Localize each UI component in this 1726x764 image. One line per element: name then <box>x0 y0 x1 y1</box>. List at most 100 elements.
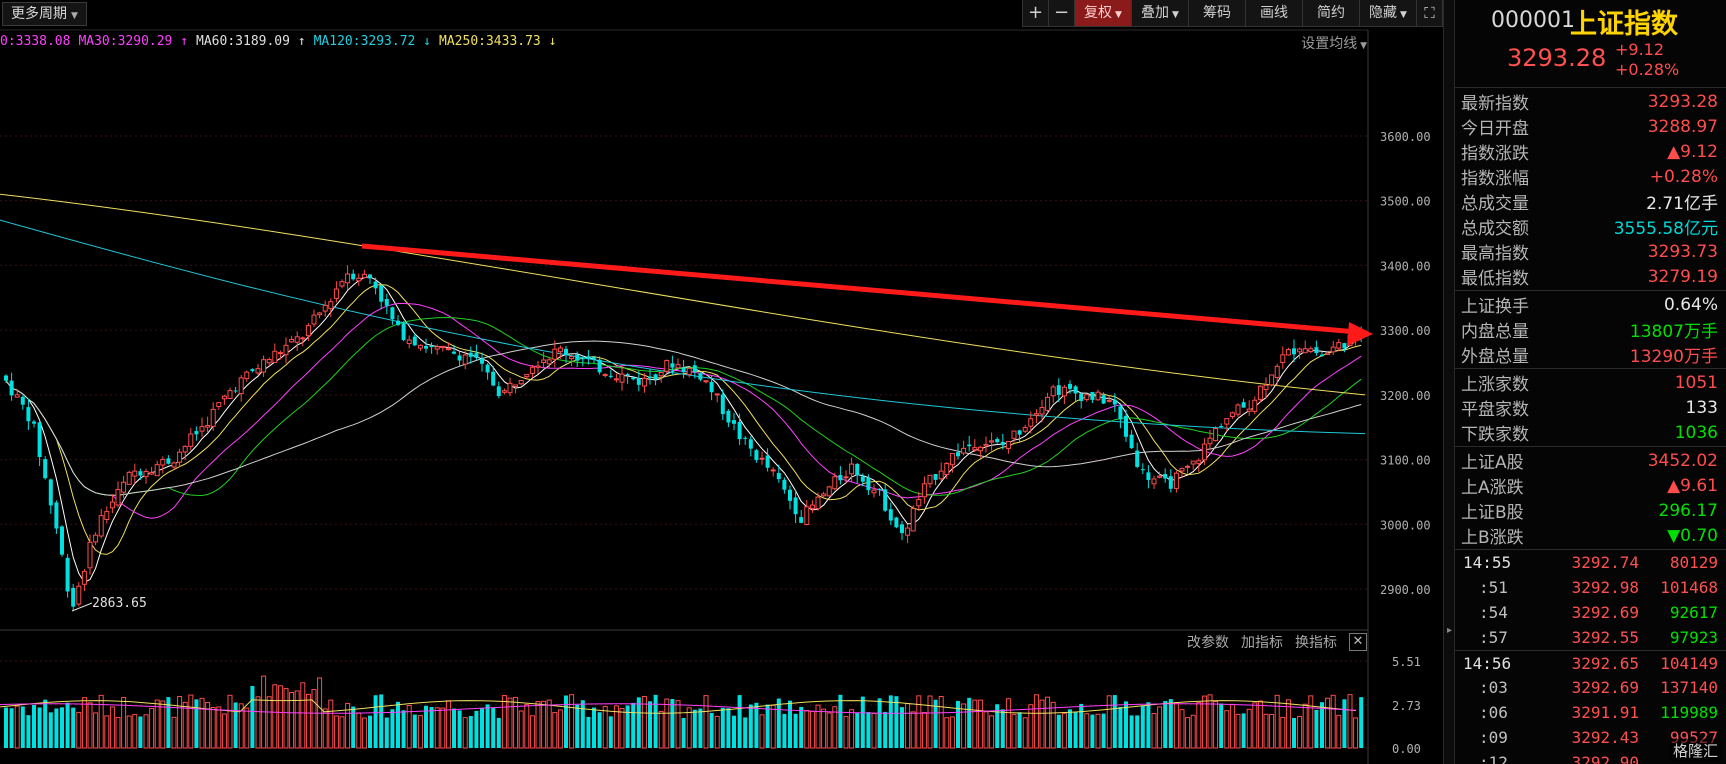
volume-bar <box>1173 702 1179 749</box>
candle-body <box>658 372 664 377</box>
volume-bar <box>552 712 558 749</box>
candle-body <box>60 526 64 555</box>
volume-bar <box>675 700 681 749</box>
ma-legend-item: 0:3338.08 <box>0 34 71 49</box>
volume-bar <box>81 697 87 749</box>
volume-bars[interactable] <box>4 675 1364 749</box>
volume-bar <box>452 708 456 748</box>
more-period-dropdown[interactable]: 更多周期 ▼ <box>2 2 87 26</box>
quote-stats-ab-shares: 上证A股 3452.02 上A涨跌 ▲9.61 上证B股 296.17 上B涨跌 ▼0.70 <box>1455 447 1726 550</box>
tick-price: 3292.65 <box>1571 653 1639 673</box>
quote-stat-label: 上证A股 <box>1461 453 1524 473</box>
restore-rights-dropdown[interactable]: 复权 ▼ <box>1074 0 1132 27</box>
candle-body <box>871 489 877 494</box>
volume-bar <box>703 695 709 749</box>
volume-bar <box>759 714 765 749</box>
tick-row[interactable]: 14:55 3292.74 80129 <box>1455 550 1726 575</box>
quote-stat-value: ▲9.61 <box>1667 475 1718 496</box>
volume-bar <box>765 704 770 748</box>
volume-bar <box>244 707 250 749</box>
chart-toolbar: 更多周期 ▼ + − 复权 ▼ 叠加 ▼ 筹码 画线 简约 隐藏 ▼ ⛶ <box>0 0 1443 28</box>
candle-body <box>518 380 524 385</box>
collapse-handle-icon[interactable]: ▸ <box>1446 625 1453 636</box>
candle-body <box>440 346 446 349</box>
draw-line-button[interactable]: 画线 <box>1245 0 1303 27</box>
volume-bar <box>277 685 283 749</box>
change-params-button[interactable]: 改参数 <box>1187 635 1229 651</box>
fullscreen-icon[interactable]: ⛶ <box>1416 0 1443 27</box>
volume-bar <box>71 707 76 748</box>
volume-bar <box>406 704 412 749</box>
candle-body <box>311 314 317 325</box>
volume-ma-line <box>0 703 1357 714</box>
candle-body <box>905 527 911 536</box>
candle-body <box>501 390 507 393</box>
candle-body <box>1314 347 1319 354</box>
volume-bar <box>1353 717 1359 749</box>
quote-stat-row: 上A涨跌 ▲9.61 <box>1455 473 1726 499</box>
candle-body <box>788 489 792 501</box>
volume-bar <box>513 696 519 749</box>
volume-bar <box>821 708 827 749</box>
overlay-dropdown[interactable]: 叠加 ▼ <box>1131 0 1189 27</box>
price-axis-label: 3600.00 <box>1380 130 1431 144</box>
candle-body <box>641 377 647 387</box>
add-indicator-button[interactable]: 加指标 <box>1241 635 1283 651</box>
tick-row[interactable]: :03 3292.69 137140 <box>1455 675 1726 700</box>
simple-button[interactable]: 简约 <box>1302 0 1360 27</box>
volume-bar <box>1163 700 1168 748</box>
switch-indicator-button[interactable]: 换指标 <box>1295 635 1337 651</box>
candle-body <box>452 351 456 354</box>
zoom-in-button[interactable]: + <box>1022 0 1049 27</box>
zoom-out-button[interactable]: − <box>1048 0 1075 27</box>
tick-price: 3291.91 <box>1571 703 1639 722</box>
close-icon[interactable]: ✕ <box>1349 633 1367 651</box>
hide-dropdown[interactable]: 隐藏 ▼ <box>1359 0 1417 27</box>
volume-bar <box>401 710 406 748</box>
ma-settings-dropdown[interactable]: 设置均线 ▼ <box>1301 33 1367 53</box>
tick-row[interactable]: :06 3291.91 119989 <box>1455 700 1726 725</box>
candle-body <box>866 478 871 491</box>
candle-body <box>1190 460 1196 465</box>
tick-row[interactable]: :51 3292.98 101468 <box>1455 575 1726 600</box>
candle-body <box>37 422 42 458</box>
volume-bar <box>440 707 446 749</box>
volume-bar <box>1118 706 1123 748</box>
volume-bar <box>37 707 42 748</box>
tick-price: 3292.69 <box>1571 603 1639 622</box>
ma-legend: 0:3338.08 MA30:3290.29 ↑ MA60:3189.09 ↑ MA1… <box>0 34 564 54</box>
volume-bar <box>115 716 121 749</box>
panel-divider[interactable]: ▸ <box>1443 0 1455 764</box>
index-name: 上证指数 <box>1570 9 1678 40</box>
tick-row[interactable]: :57 3292.55 97923 <box>1455 625 1726 650</box>
quote-stat-label: 外盘总量 <box>1461 347 1529 367</box>
volume-bar <box>182 701 188 749</box>
volume-bar <box>894 696 899 748</box>
volume-bar <box>491 707 496 748</box>
quote-stat-label: 内盘总量 <box>1461 322 1529 342</box>
tick-list[interactable]: 14:55 3292.74 80129:51 3292.98 101468:54 3292… <box>1455 550 1726 764</box>
chips-button[interactable]: 筹码 <box>1188 0 1246 27</box>
kline-chart-area[interactable]: 3600.00 3500.00 3400.00 3300.00 3200.00 3100.… <box>0 0 1443 764</box>
volume-bar <box>216 706 222 749</box>
chevron-down-icon: ▼ <box>71 11 78 21</box>
candle-body <box>1201 443 1207 461</box>
candle-body <box>115 488 121 506</box>
price-chart[interactable]: 3600.00 3500.00 3400.00 3300.00 3200.00 3100.… <box>0 0 1443 764</box>
candle-body <box>793 497 798 515</box>
tick-row[interactable]: 14:56 3292.65 104149 <box>1455 650 1726 675</box>
volume-bar <box>529 715 535 749</box>
candlesticks[interactable] <box>4 265 1364 612</box>
volume-bar <box>9 708 14 748</box>
volume-bar <box>496 717 501 748</box>
volume-bar <box>866 712 871 748</box>
volume-bar <box>1224 710 1230 749</box>
volume-bar <box>1320 702 1324 748</box>
tick-row[interactable]: :12 3292.90 <box>1455 750 1726 764</box>
candle-body <box>121 481 127 493</box>
candle-body <box>138 471 143 476</box>
ma-legend-item: MA120:3293.72 ↓ <box>313 34 432 49</box>
tick-row[interactable]: :54 3292.69 92617 <box>1455 600 1726 625</box>
candle-body <box>1185 465 1191 468</box>
quote-stat-row: 总成交额 3555.58亿元 <box>1455 214 1726 239</box>
